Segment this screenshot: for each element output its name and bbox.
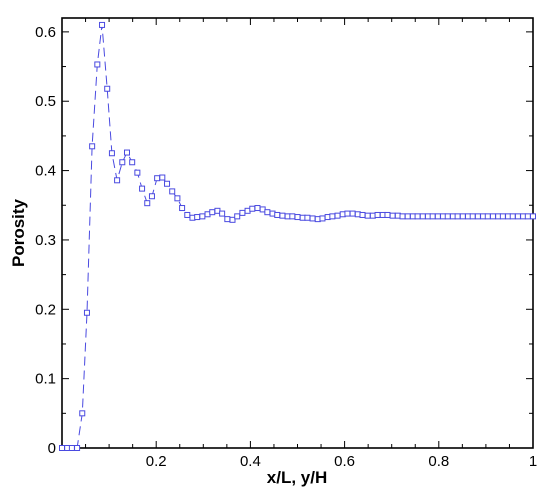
data-point-marker bbox=[148, 193, 155, 200]
y-tick-label: 0.3 bbox=[35, 232, 56, 249]
data-point-marker bbox=[104, 85, 111, 92]
data-point-marker bbox=[399, 213, 406, 220]
plot-frame bbox=[61, 17, 534, 449]
data-point-marker bbox=[129, 159, 136, 166]
y-axis-title: Porosity bbox=[9, 198, 28, 267]
data-point-marker bbox=[454, 213, 461, 220]
data-point-marker bbox=[469, 213, 476, 220]
x-axis-title: x/L, y/H bbox=[267, 468, 327, 487]
data-point-marker bbox=[224, 216, 231, 223]
data-point-marker bbox=[79, 410, 86, 417]
data-point-marker bbox=[184, 211, 191, 218]
data-point-marker bbox=[74, 445, 81, 451]
data-point-marker bbox=[254, 205, 261, 212]
data-point-marker bbox=[234, 213, 241, 220]
data-point-marker bbox=[444, 213, 451, 220]
series-line bbox=[62, 24, 533, 449]
data-point-marker bbox=[384, 211, 391, 218]
data-point-marker bbox=[174, 195, 181, 202]
y-tick-label: 0.5 bbox=[35, 93, 56, 110]
y-tick-label: 0.6 bbox=[35, 24, 56, 41]
data-point-marker bbox=[114, 177, 121, 184]
data-point-marker bbox=[274, 211, 281, 218]
data-point-marker bbox=[319, 215, 326, 222]
data-point-marker bbox=[344, 210, 351, 217]
data-point-marker bbox=[154, 175, 161, 182]
y-tick-label: 0.4 bbox=[35, 163, 56, 180]
data-point-marker bbox=[489, 213, 496, 220]
data-point-marker bbox=[169, 188, 176, 195]
data-point-marker bbox=[119, 159, 126, 166]
y-tick-label: 0.1 bbox=[35, 371, 56, 388]
data-point-marker bbox=[219, 210, 226, 217]
x-tick-label: 0.6 bbox=[334, 453, 355, 470]
data-point-marker bbox=[530, 213, 536, 220]
data-point-marker bbox=[164, 180, 171, 187]
data-point-marker bbox=[194, 214, 201, 221]
data-point-marker bbox=[514, 213, 521, 220]
data-point-marker bbox=[484, 213, 491, 220]
data-point-marker bbox=[389, 212, 396, 219]
data-point-marker bbox=[249, 205, 256, 212]
y-tick-label: 0 bbox=[48, 440, 56, 457]
data-point-marker bbox=[349, 210, 356, 217]
data-point-marker bbox=[89, 143, 96, 150]
data-point-marker bbox=[94, 61, 101, 68]
data-point-marker bbox=[134, 169, 141, 176]
data-point-marker bbox=[108, 150, 115, 157]
data-point-marker bbox=[419, 213, 426, 220]
data-point-marker bbox=[279, 212, 286, 219]
data-point-marker bbox=[199, 213, 206, 220]
data-point-marker bbox=[239, 209, 246, 216]
data-point-marker bbox=[524, 213, 531, 220]
x-tick-label: 0.8 bbox=[428, 453, 449, 470]
data-point-marker bbox=[309, 215, 316, 222]
data-point-marker bbox=[459, 213, 466, 220]
data-point-marker bbox=[359, 211, 366, 218]
data-point-marker bbox=[179, 205, 186, 212]
data-point-marker bbox=[59, 445, 65, 451]
data-point-marker bbox=[509, 213, 516, 220]
data-point-marker bbox=[404, 213, 411, 220]
data-point-marker bbox=[294, 214, 301, 221]
x-tick-label: 1 bbox=[529, 453, 537, 470]
data-point-marker bbox=[329, 213, 336, 220]
data-point-marker bbox=[364, 212, 371, 219]
data-point-marker bbox=[289, 213, 296, 220]
x-tick-label: 0.2 bbox=[146, 453, 167, 470]
data-point-marker bbox=[434, 213, 441, 220]
data-point-marker bbox=[139, 185, 146, 192]
data-point-marker bbox=[99, 21, 106, 28]
data-point-marker bbox=[374, 211, 381, 218]
data-point-marker bbox=[474, 213, 481, 220]
data-point-marker bbox=[414, 213, 421, 220]
data-point-marker bbox=[334, 212, 341, 219]
data-point-marker bbox=[264, 209, 271, 216]
data-point-marker bbox=[429, 213, 436, 220]
data-point-marker bbox=[68, 445, 75, 451]
data-point-marker bbox=[83, 309, 90, 316]
data-point-marker bbox=[123, 149, 130, 156]
data-point-marker bbox=[209, 209, 216, 216]
data-point-marker bbox=[499, 213, 506, 220]
data-point-marker bbox=[144, 200, 151, 207]
data-point-marker bbox=[229, 216, 236, 223]
y-tick-label: 0.2 bbox=[35, 301, 56, 318]
data-point-marker bbox=[304, 214, 311, 221]
x-tick-label: 0.4 bbox=[240, 453, 261, 470]
plot-area: 0.2 0.4 0.6 0.8 1 0 0.1 0.2 0.3 0.4 0.5 0.6 bbox=[35, 17, 537, 470]
data-point-marker bbox=[159, 174, 166, 181]
